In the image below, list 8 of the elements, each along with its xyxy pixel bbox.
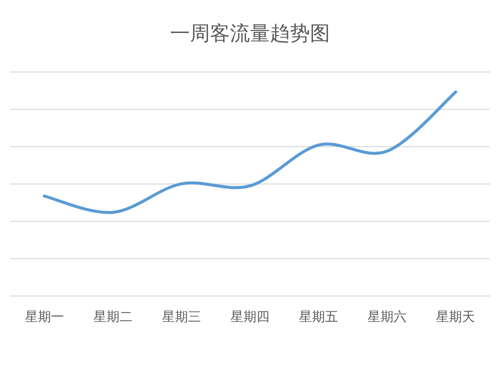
x-tick-label: 星期天	[436, 310, 476, 325]
x-tick-label: 星期四	[230, 310, 270, 325]
title: 一周客流量趋势图	[170, 21, 330, 45]
x-tick-label: 星期一	[24, 310, 64, 325]
x-tick-label: 星期三	[162, 310, 201, 325]
x-tick-label: 星期二	[93, 310, 132, 325]
x-tick-label: 星期五	[299, 310, 338, 325]
x-tick-label: 星期六	[368, 310, 407, 325]
